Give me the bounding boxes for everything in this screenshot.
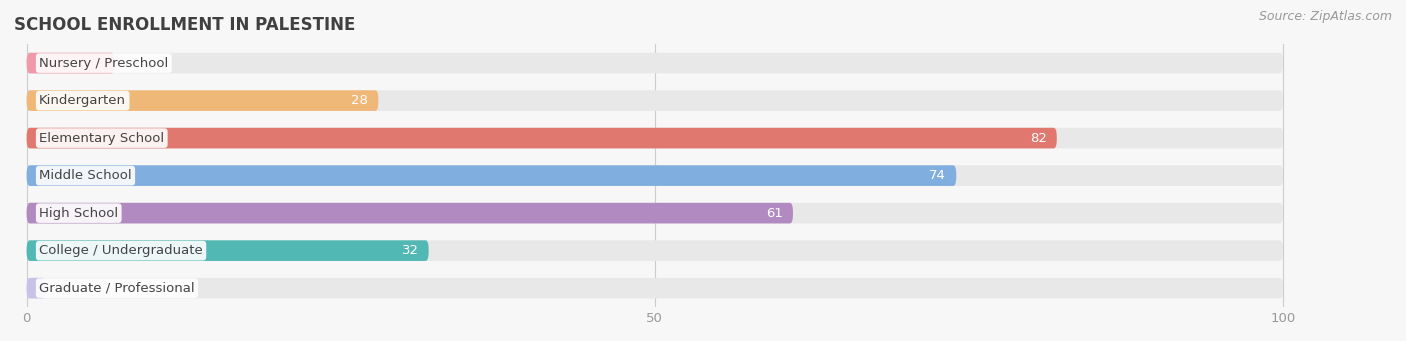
FancyBboxPatch shape [27, 53, 114, 73]
Text: 61: 61 [766, 207, 783, 220]
FancyBboxPatch shape [27, 90, 1282, 111]
FancyBboxPatch shape [27, 90, 378, 111]
Text: SCHOOL ENROLLMENT IN PALESTINE: SCHOOL ENROLLMENT IN PALESTINE [14, 16, 356, 34]
Text: 32: 32 [402, 244, 419, 257]
Text: Elementary School: Elementary School [39, 132, 165, 145]
Text: 28: 28 [352, 94, 368, 107]
Text: 7: 7 [129, 57, 138, 70]
FancyBboxPatch shape [27, 203, 1282, 223]
Text: Kindergarten: Kindergarten [39, 94, 127, 107]
Text: Graduate / Professional: Graduate / Professional [39, 282, 195, 295]
FancyBboxPatch shape [27, 278, 1282, 298]
Text: Source: ZipAtlas.com: Source: ZipAtlas.com [1258, 10, 1392, 23]
FancyBboxPatch shape [27, 165, 1282, 186]
Text: High School: High School [39, 207, 118, 220]
FancyBboxPatch shape [27, 203, 793, 223]
Text: 74: 74 [929, 169, 946, 182]
Text: Middle School: Middle School [39, 169, 132, 182]
FancyBboxPatch shape [27, 240, 429, 261]
FancyBboxPatch shape [27, 128, 1282, 148]
FancyBboxPatch shape [27, 278, 45, 298]
FancyBboxPatch shape [27, 240, 1282, 261]
FancyBboxPatch shape [27, 53, 1282, 73]
Text: Nursery / Preschool: Nursery / Preschool [39, 57, 169, 70]
Text: 82: 82 [1029, 132, 1046, 145]
FancyBboxPatch shape [27, 128, 1057, 148]
Text: 0: 0 [60, 282, 69, 295]
FancyBboxPatch shape [27, 165, 956, 186]
Text: College / Undergraduate: College / Undergraduate [39, 244, 202, 257]
